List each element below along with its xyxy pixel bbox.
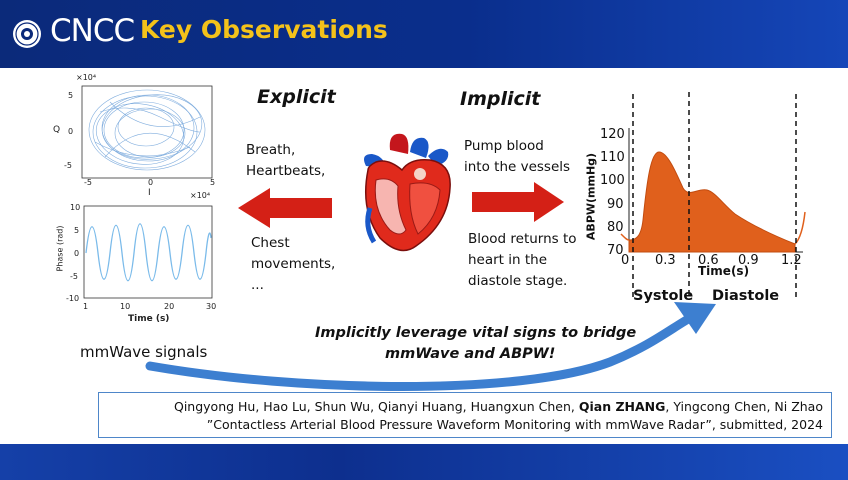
left-arrow-icon [238,188,332,228]
slide-title: Key Observations [140,15,388,44]
bridge-text-line-1: Implicitly leverage vital signs to bridg… [315,325,637,341]
abpw-waveform-area [628,151,796,253]
phase-y-tick-10: 10 [70,203,81,212]
slide-header: CNCC Key Observations [0,0,848,68]
implicit-pump-line-2: into the vessels [464,159,571,175]
implicit-pump-line-1: Pump blood [464,138,544,154]
phase-y-tick-neg10: -10 [66,294,80,303]
explicit-item-chest: Chest [251,235,290,251]
reference-authors-before: Qingyong Hu, Hao Lu, Shun Wu, Qianyi Hua… [173,399,579,414]
reference-box: Qingyong Hu, Hao Lu, Shun Wu, Qianyi Hua… [98,392,832,438]
iq-y-tick-mid: 0 [68,127,74,136]
abpw-waveform-chart [620,92,806,300]
phase-x-tick-30: 30 [206,302,217,311]
iq-exponent: ×10⁴ [76,73,97,82]
explicit-item-breath: Breath, [246,142,296,158]
reference-authors-after: , Yingcong Chen, Ni Zhao [665,399,823,414]
systole-label: Systole [633,288,694,304]
explicit-item-movements: movements, [251,256,336,272]
abpw-x-label: Time(s) [698,264,750,278]
implicit-return-line-1: Blood returns to [468,231,577,247]
reference-author-bold: Qian ZHANG [578,399,666,414]
phase-x-tick-10: 10 [120,302,131,311]
phase-x-label: Time (s) [128,314,170,324]
iq-y-tick-bottom: -5 [64,161,72,170]
mmwave-caption: mmWave signals [80,343,208,361]
abpw-y-tick-110: 110 [600,150,625,165]
phase-y-tick-neg5: -5 [70,272,78,281]
iq-x-tick-right: 5 [210,178,216,187]
abpw-x-tick-0: 0 [621,253,630,268]
abpw-y-tick-90: 90 [607,197,624,212]
diastole-label: Diastole [712,288,780,304]
iq-x-exponent: ×10⁴ [190,191,211,200]
reference-authors: Qingyong Hu, Hao Lu, Shun Wu, Qianyi Hua… [174,399,823,414]
abpw-x-tick-12: 1.2 [781,253,802,268]
abpw-x-tick-09: 0.9 [738,253,759,268]
phase-signal-plot [83,205,213,299]
slide-footer [0,444,848,480]
right-arrow-icon [472,182,564,222]
phase-y-tick-5: 5 [74,226,80,235]
implicit-return-line-3: diastole stage. [468,273,568,289]
heart-icon [364,133,451,252]
iq-x-tick-left: -5 [84,178,92,187]
cncc-logo-text: CNCC [50,13,135,49]
abpw-y-tick-100: 100 [600,173,625,188]
abpw-y-tick-80: 80 [607,220,624,235]
iq-x-tick-mid: 0 [148,178,154,187]
phase-x-tick-20: 20 [164,302,175,311]
bridge-text-line-2: mmWave and ABPW! [385,346,556,362]
phase-x-tick-1: 1 [83,302,89,311]
iq-y-tick-top: 5 [68,91,74,100]
implicit-return-line-2: heart in the [468,252,548,268]
explicit-heading: Explicit [257,86,336,108]
phase-y-tick-0: 0 [74,249,80,258]
reference-citation: ”Contactless Arterial Blood Pressure Wav… [206,417,823,432]
cncc-seal-icon [13,20,41,48]
abpw-x-tick-03: 0.3 [655,253,676,268]
explicit-item-ellipsis: ... [251,277,264,293]
iq-constellation-plot [81,85,213,179]
explicit-item-heartbeats: Heartbeats, [246,163,326,179]
iq-y-label: Q [53,125,61,135]
implicit-heading: Implicit [460,88,541,110]
abpw-x-tick-06: 0.6 [698,253,719,268]
abpw-y-tick-70: 70 [607,243,624,258]
iq-x-label: I [148,188,151,198]
abpw-y-tick-120: 120 [600,127,625,142]
